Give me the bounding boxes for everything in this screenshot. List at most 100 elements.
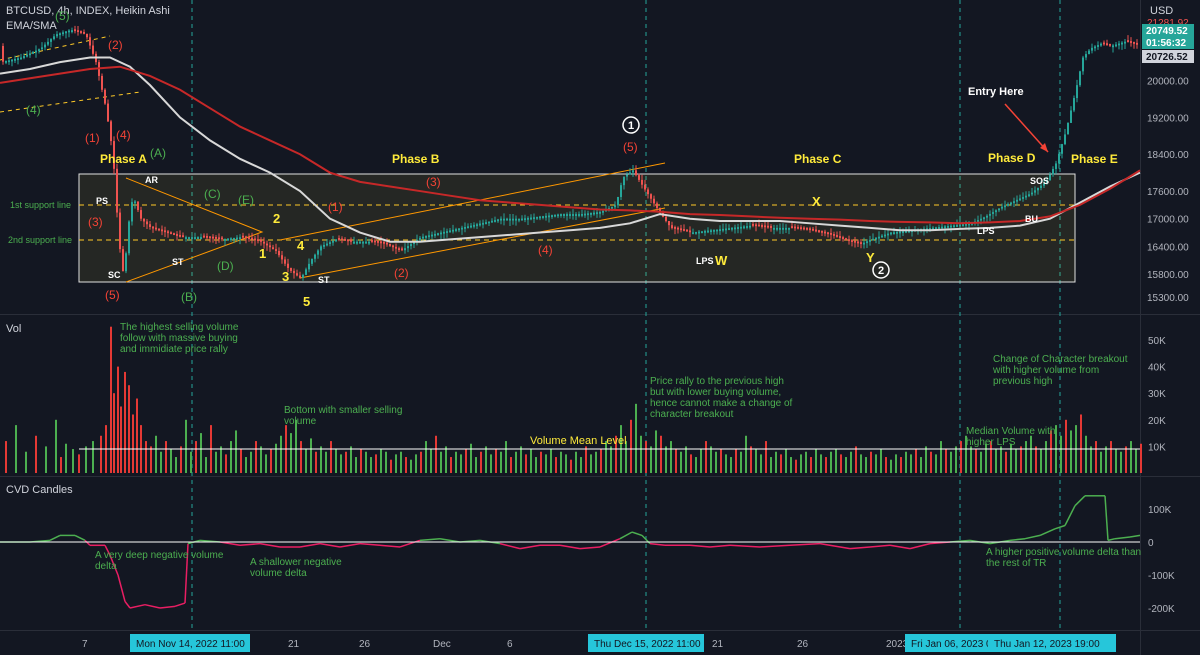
volume-bar xyxy=(445,446,447,473)
phase-label-4: Phase D xyxy=(988,151,1036,165)
candle-body xyxy=(353,241,355,244)
cvd-tick: -200K xyxy=(1148,604,1175,615)
candle-body xyxy=(35,50,37,53)
candle-body xyxy=(290,267,292,271)
wyckoff-label: X xyxy=(812,194,821,209)
volume-bar xyxy=(805,451,807,473)
candle-body xyxy=(1007,203,1009,206)
cvd-segment xyxy=(759,544,791,548)
candle-body xyxy=(278,250,280,256)
candle-body xyxy=(722,228,724,231)
candle-body xyxy=(872,238,874,241)
candle-body xyxy=(92,45,94,54)
volume-bar xyxy=(310,438,312,473)
volume-bar xyxy=(635,403,637,473)
candle-body xyxy=(530,217,532,220)
candle-body xyxy=(83,32,85,34)
volume-bar xyxy=(380,449,382,473)
volume-bar xyxy=(910,454,912,473)
candle-body xyxy=(617,196,619,206)
candle-body xyxy=(698,231,700,234)
candle-body xyxy=(932,227,934,230)
wave-label-red: (2) xyxy=(394,266,409,280)
candle-body xyxy=(440,232,442,235)
candle-body xyxy=(506,218,508,221)
volume-bar xyxy=(165,441,167,473)
candle-body xyxy=(248,237,250,239)
candle-body xyxy=(41,47,43,50)
volume-bar xyxy=(260,446,262,473)
candle-body xyxy=(644,184,646,190)
candle-body xyxy=(107,103,109,122)
candle-body xyxy=(1043,183,1045,186)
candle-body xyxy=(890,232,892,235)
volume-bar xyxy=(885,457,887,473)
x-tick: 6 xyxy=(507,639,513,650)
candle-body xyxy=(359,241,361,244)
volume-bar xyxy=(955,446,957,473)
candle-body xyxy=(344,238,346,241)
candle-body xyxy=(713,229,715,232)
candle-body xyxy=(587,213,589,216)
candle-body xyxy=(557,214,559,217)
cvd-tick: 0 xyxy=(1148,538,1154,549)
currency-label: USD xyxy=(1150,5,1174,17)
cvd-segment xyxy=(631,531,643,537)
wyckoff-label: ST xyxy=(318,275,330,285)
candle-body xyxy=(548,215,550,218)
cvd-pane-label[interactable]: CVD Candles xyxy=(6,484,73,496)
candle-body xyxy=(257,239,259,242)
cvd-segment xyxy=(499,542,521,550)
cvd-segment xyxy=(1107,537,1116,542)
candle-body xyxy=(365,241,367,244)
candle-body xyxy=(20,57,22,60)
candle-body xyxy=(287,263,289,268)
candle-body xyxy=(68,30,70,33)
candle-body xyxy=(269,245,271,248)
candle-body xyxy=(1070,110,1072,123)
candle-body xyxy=(320,246,322,251)
candle-body xyxy=(443,231,445,234)
candle-body xyxy=(956,224,958,227)
candle-body xyxy=(110,121,112,142)
volume-bar xyxy=(245,457,247,473)
wave-label-yellow: 2 xyxy=(273,211,280,226)
candle-body xyxy=(113,141,115,169)
wave-label-green: (5) xyxy=(55,9,70,23)
candle-body xyxy=(671,225,673,229)
indicator-label[interactable]: EMA/SMA xyxy=(6,20,57,32)
volume-bar xyxy=(960,441,962,473)
candle-body xyxy=(809,228,811,231)
candle-body xyxy=(761,225,763,227)
candle-body xyxy=(461,227,463,230)
candle-body xyxy=(302,274,304,278)
candle-body xyxy=(572,214,574,216)
wave-label-green: (D) xyxy=(217,259,234,273)
cvd-segment xyxy=(124,600,131,609)
candle-body xyxy=(488,221,490,224)
volume-bar xyxy=(1120,451,1122,473)
candle-body xyxy=(380,241,382,244)
volume-bar xyxy=(600,449,602,473)
volume-bar xyxy=(430,449,432,473)
volume-bar xyxy=(860,454,862,473)
candle-body xyxy=(839,236,841,238)
volume-pane-label[interactable]: Vol xyxy=(6,323,22,335)
candle-body xyxy=(341,238,343,241)
volume-bar xyxy=(750,446,752,473)
candle-body xyxy=(680,228,682,231)
candle-body xyxy=(80,31,82,33)
candle-body xyxy=(941,226,943,229)
candle-body xyxy=(884,234,886,237)
candle-body xyxy=(830,232,832,235)
vol-note: The highest selling volume xyxy=(120,322,239,333)
wyckoff-label: W xyxy=(715,253,728,268)
volume-bar xyxy=(605,441,607,473)
volume-bar xyxy=(740,451,742,473)
volume-bar xyxy=(745,435,747,473)
candle-body xyxy=(794,226,796,229)
candle-body xyxy=(635,170,637,176)
candle-body xyxy=(962,224,964,227)
vol-note: Change of Character breakout xyxy=(993,354,1128,365)
